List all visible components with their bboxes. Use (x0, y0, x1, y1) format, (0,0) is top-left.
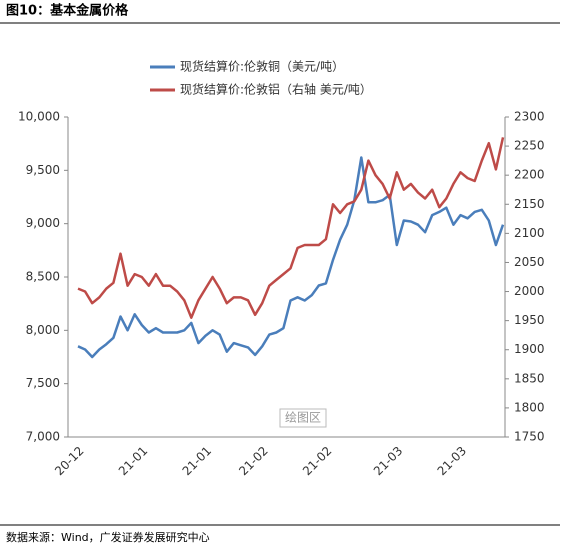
x-tick-label: 21-01 (116, 444, 151, 479)
y2-tick-label: 1750 (514, 430, 545, 444)
x-tick-label: 21-01 (180, 444, 215, 479)
x-tick-label: 21-02 (236, 444, 271, 479)
y2-tick-label: 1900 (514, 342, 545, 356)
y2-tick-label: 1850 (514, 371, 545, 385)
y-tick-label: 9,000 (26, 216, 60, 230)
page-title: 图10：基本金属价格 (6, 3, 129, 19)
watermark-box (279, 408, 327, 428)
y2-tick-label: 2050 (514, 255, 545, 269)
y2-tick-label: 2100 (514, 226, 545, 240)
x-tick-label: 20-12 (52, 444, 87, 479)
y-tick-label: 10,000 (18, 110, 60, 124)
x-tick-label: 21-03 (371, 444, 406, 479)
y2-tick-label: 2250 (514, 139, 545, 153)
y-tick-label: 9,500 (26, 163, 60, 177)
y2-tick-label: 1950 (514, 313, 545, 327)
series-line (77, 156, 505, 359)
x-tick-label: 21-03 (435, 444, 470, 479)
y2-tick-label: 2150 (514, 197, 545, 211)
y2-tick-label: 1800 (514, 400, 545, 414)
watermark: 绘图区 (285, 410, 321, 425)
y-tick-label: 7,000 (26, 430, 60, 444)
y-tick-label: 7,500 (26, 376, 60, 390)
legend-label: 现货结算价:伦敦铝（右轴 美元/吨） (180, 82, 372, 97)
x-tick-label: 21-02 (300, 444, 335, 479)
y-tick-label: 8,000 (26, 323, 60, 337)
y2-tick-label: 2000 (514, 284, 545, 298)
y2-tick-label: 2300 (514, 110, 545, 124)
source-note: 数据来源：Wind，广发证券发展研究中心 (6, 530, 210, 544)
legend-label: 现货结算价:伦敦铜（美元/吨） (180, 59, 344, 74)
series-line (77, 137, 505, 319)
y-tick-label: 8,500 (26, 270, 60, 284)
y2-tick-label: 2200 (514, 168, 545, 182)
